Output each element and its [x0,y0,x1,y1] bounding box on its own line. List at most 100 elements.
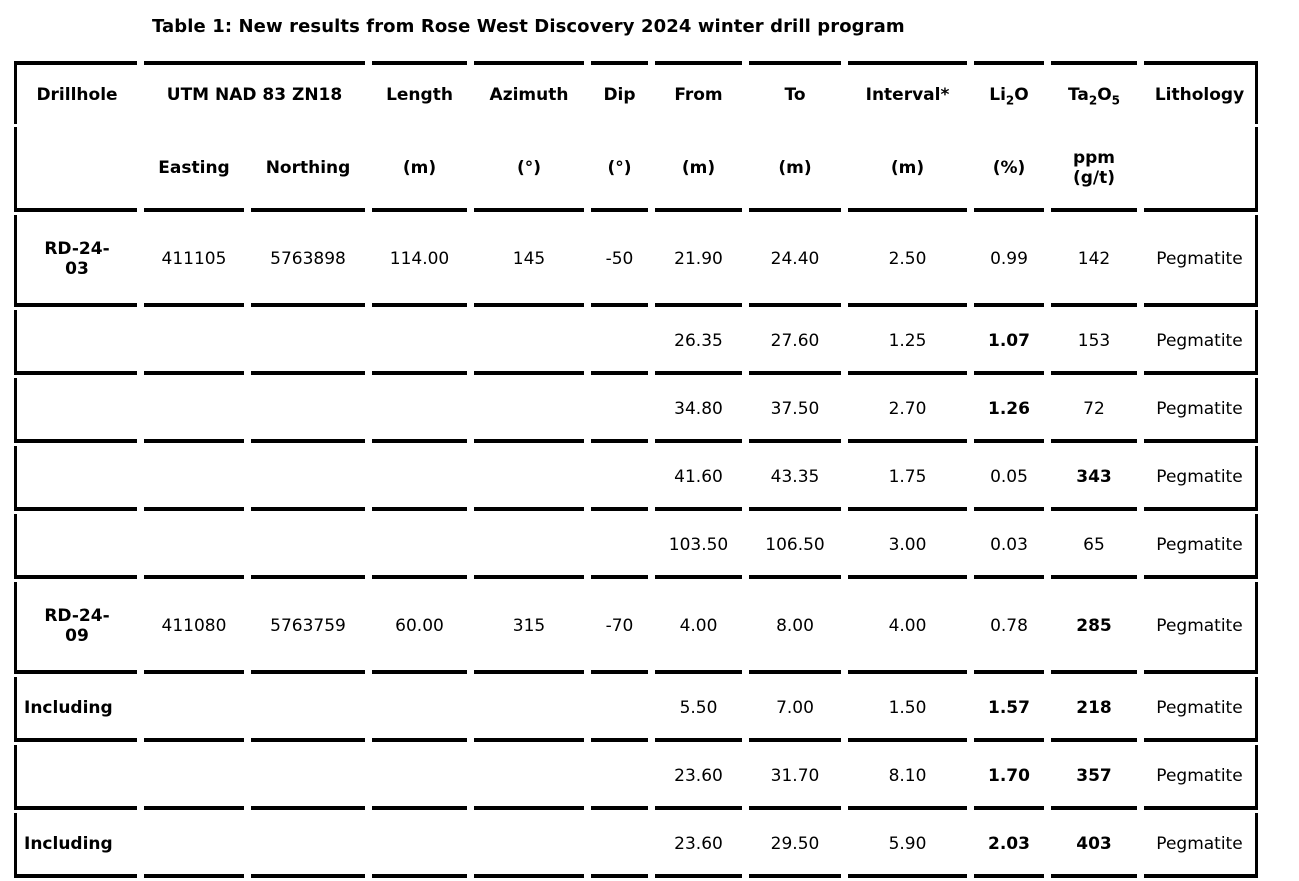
table-cell: 34.80 [655,378,742,443]
table-cell: 106.50 [749,514,841,579]
table-cell [251,745,365,810]
header-row-1: Drillhole UTM NAD 83 ZN18 Length Azimuth Dip… [14,61,1258,124]
table-cell [591,378,648,443]
table-cell: Pegmatite [1144,310,1258,375]
table-cell: Pegmatite [1144,813,1258,878]
table-cell: 1.25 [848,310,967,375]
table-row: RD-24- 09 411080 5763759 60.00 315 -70 4.00 8.0… [14,582,1258,674]
unit-header-blank: (°) [474,127,584,212]
table-row: Including 5.50 7.00 1.50 1.57 218 Pegmatite [14,677,1258,742]
table-cell: 218 [1051,677,1137,742]
table-cell: -50 [591,215,648,307]
unit-header-m: (m) [655,127,742,212]
column-header-ta2o5: Ta2O5 [1051,61,1137,124]
table-body: RD-24- 03 411105 5763898 114.00 145 -50 21.90 2… [14,215,1258,878]
table-cell: 0.78 [974,582,1044,674]
table-cell [144,745,244,810]
table-cell: 1.26 [974,378,1044,443]
table-cell: 411105 [144,215,244,307]
table-cell: 29.50 [749,813,841,878]
column-header-drillhole: Drillhole [14,61,137,124]
table-cell: 3.00 [848,514,967,579]
table-cell: -70 [591,582,648,674]
table-cell: 26.35 [655,310,742,375]
table-cell: 5763898 [251,215,365,307]
table-cell: Pegmatite [1144,514,1258,579]
table-row: Including 23.60 29.50 5.90 2.03 403 Pegmatite [14,813,1258,878]
table-cell [14,514,137,579]
table-cell: 8.10 [848,745,967,810]
column-header-length: Length [372,61,467,124]
table-cell: 72 [1051,378,1137,443]
table-cell: Pegmatite [1144,745,1258,810]
table-cell: 0.99 [974,215,1044,307]
row-label: Including [14,813,137,878]
table-cell: Pegmatite [1144,378,1258,443]
table-cell: 7.00 [749,677,841,742]
table-cell: 5763759 [251,582,365,674]
table-cell: 411080 [144,582,244,674]
table-cell: 21.90 [655,215,742,307]
table-cell [251,378,365,443]
table-cell [372,378,467,443]
table-row: 41.60 43.35 1.75 0.05 343 Pegmatite [14,446,1258,511]
table-cell: 114.00 [372,215,467,307]
unit-header-northing: Northing [251,127,365,212]
table-cell [474,745,584,810]
table-cell: 315 [474,582,584,674]
table-cell: 343 [1051,446,1137,511]
column-header-azimuth: Azimuth [474,61,584,124]
table-cell: 23.60 [655,813,742,878]
table-cell [474,378,584,443]
table-cell: 2.70 [848,378,967,443]
table-cell: 60.00 [372,582,467,674]
table-cell: 145 [474,215,584,307]
table-title: Table 1: New results from Rose West Disc… [152,16,905,37]
table-cell [372,310,467,375]
drill-results-table: Drillhole UTM NAD 83 ZN18 Length Azimuth Dip… [7,58,1265,881]
table-cell [251,310,365,375]
table-cell: 31.70 [749,745,841,810]
table-cell: 23.60 [655,745,742,810]
table-cell: 8.00 [749,582,841,674]
table-row: 34.80 37.50 2.70 1.26 72 Pegmatite [14,378,1258,443]
unit-header-ppm-g-t: ppm (g/t) [1051,127,1137,212]
table-cell [144,446,244,511]
table-cell: 24.40 [749,215,841,307]
table-cell [251,677,365,742]
table-row: 23.60 31.70 8.10 1.70 357 Pegmatite [14,745,1258,810]
table-cell [251,514,365,579]
table-cell [591,813,648,878]
table-cell [251,813,365,878]
table-cell [591,446,648,511]
table-cell: 2.50 [848,215,967,307]
table-cell [144,514,244,579]
table-cell [474,446,584,511]
unit-header-blank [14,127,137,212]
table-cell: 403 [1051,813,1137,878]
table-cell [14,446,137,511]
table-cell [372,514,467,579]
table-cell [144,813,244,878]
table-cell: 1.75 [848,446,967,511]
unit-header-blank [1144,127,1258,212]
table-cell [14,745,137,810]
table-cell [474,813,584,878]
table-cell: 142 [1051,215,1137,307]
table-cell [14,310,137,375]
row-label: Including [14,677,137,742]
table-cell [591,677,648,742]
unit-header-easting: Easting [144,127,244,212]
table-cell: 27.60 [749,310,841,375]
column-header-utm-nad-83-zn18: UTM NAD 83 ZN18 [144,61,365,124]
row-label: RD-24- 09 [14,582,137,674]
table-cell: 1.50 [848,677,967,742]
column-header-lithology: Lithology [1144,61,1258,124]
column-header-li2o: Li2O [974,61,1044,124]
table-cell [372,745,467,810]
table-cell: 4.00 [655,582,742,674]
table-cell: 5.50 [655,677,742,742]
table-cell [372,677,467,742]
table-cell: 285 [1051,582,1137,674]
